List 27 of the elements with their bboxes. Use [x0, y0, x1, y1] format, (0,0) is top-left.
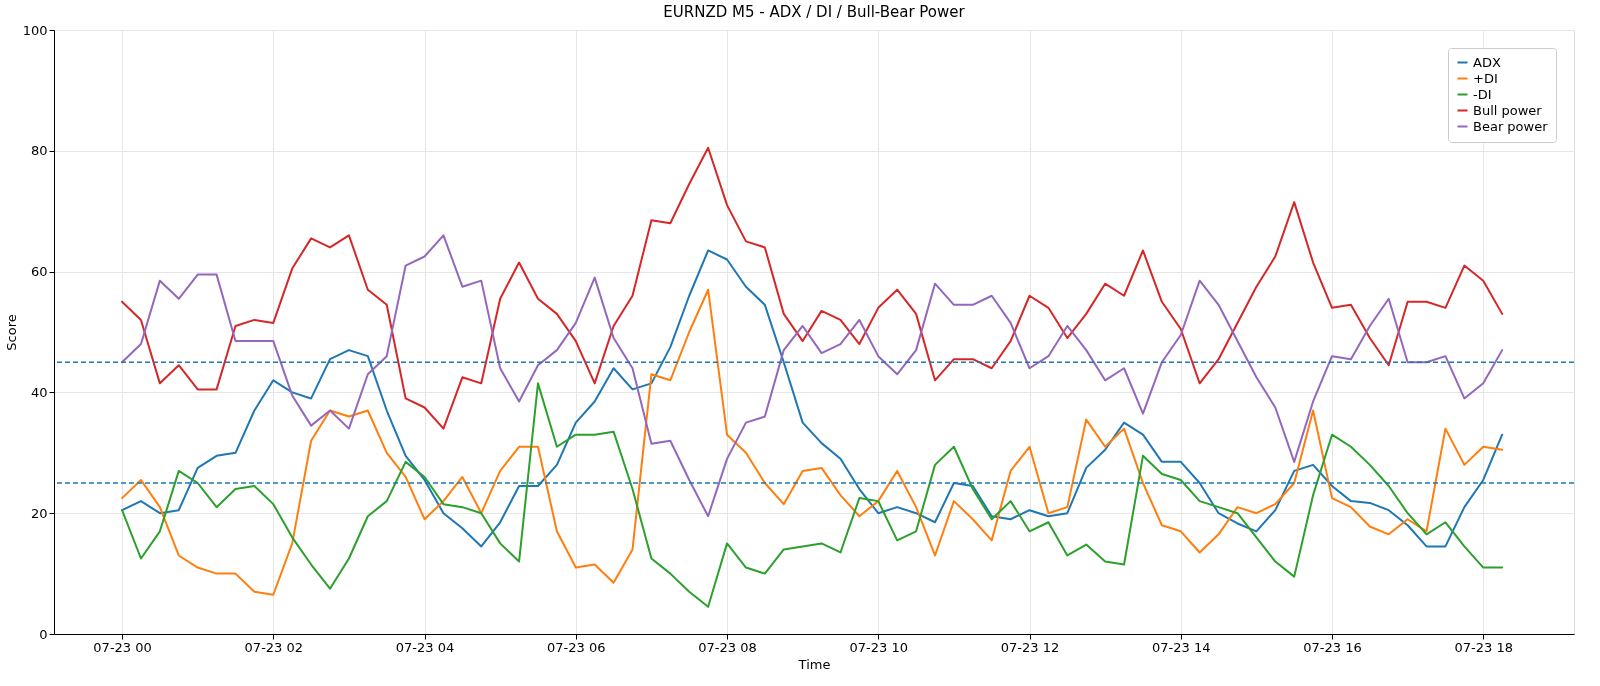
chart-title: EURNZD M5 - ADX / DI / Bull-Bear Power: [663, 3, 966, 21]
x-axis-title: Time: [797, 656, 831, 672]
x-tick-label: 07-23 06: [547, 639, 606, 655]
y-tick-label: 100: [22, 22, 48, 38]
x-tick-label: 07-23 04: [395, 639, 455, 655]
y-tick-label: 20: [30, 505, 48, 521]
x-tick-label: 07-23 02: [244, 639, 304, 655]
x-tick-label: 07-23 18: [1454, 639, 1513, 655]
legend-label: ADX: [1473, 54, 1501, 70]
y-axis-title: Score: [3, 314, 19, 351]
x-tick-label: 07-23 00: [93, 639, 152, 655]
line-series: [121, 382, 1504, 608]
legend-label: +DI: [1473, 70, 1498, 86]
legend-label: Bull power: [1473, 102, 1543, 118]
y-tick-label: 80: [30, 143, 48, 159]
y-tick-label: 0: [39, 626, 48, 642]
line-series: [121, 146, 1504, 430]
y-tick-label: 40: [30, 384, 48, 400]
x-tick-label: 07-23 08: [698, 639, 757, 655]
x-tick-label: 07-23 14: [1152, 639, 1211, 655]
x-tick-label: 07-23 16: [1303, 639, 1362, 655]
legend-label: Bear power: [1473, 118, 1549, 134]
y-tick-label: 60: [30, 264, 48, 280]
legend-label: -DI: [1473, 86, 1492, 102]
line-series: [121, 288, 1504, 596]
x-tick-label: 07-23 12: [1000, 639, 1060, 655]
x-tick-label: 07-23 10: [849, 639, 909, 655]
